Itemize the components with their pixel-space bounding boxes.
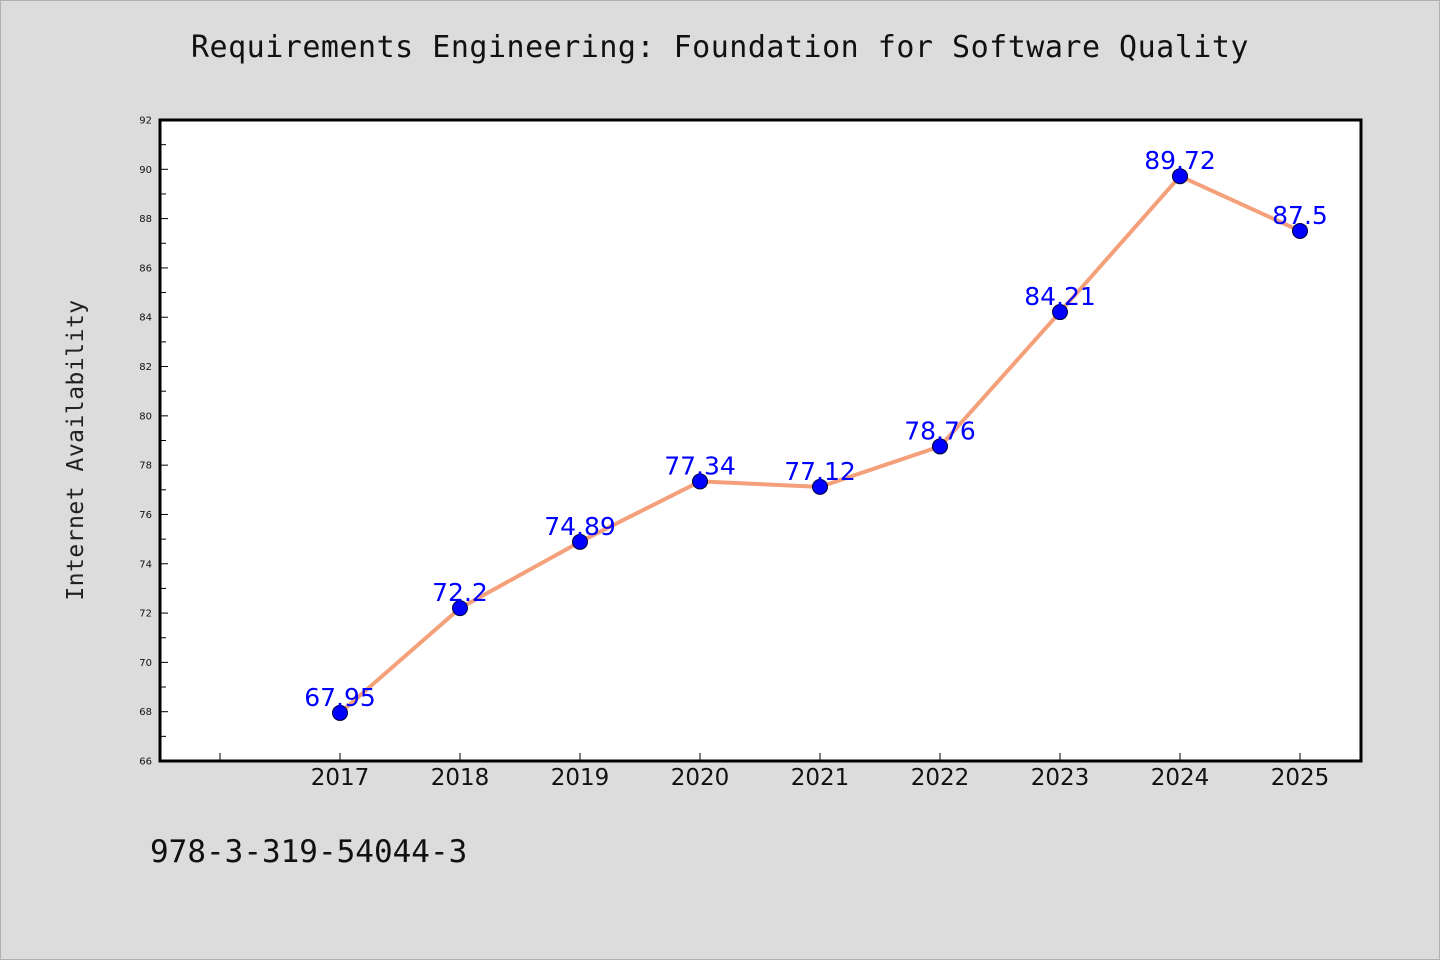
- x-tick-label: 2022: [911, 765, 970, 791]
- data-label: 87.5: [1272, 201, 1328, 230]
- y-tick-label: 82: [139, 362, 152, 373]
- data-point: [1172, 168, 1188, 185]
- x-tick-label: 2018: [431, 765, 490, 791]
- data-label: 84.21: [1024, 282, 1096, 311]
- y-tick-label: 74: [139, 559, 152, 570]
- chart-title: Requirements Engineering: Foundation for…: [190, 30, 1249, 65]
- y-tick-label: 90: [139, 165, 152, 176]
- data-point: [332, 704, 348, 721]
- plot-border: [158, 118, 1363, 763]
- x-tick-label: 2023: [1031, 765, 1090, 791]
- data-labels: 67.95 72.2 74.89 77.34 77.12 78.76 84.21 89.72 8…: [304, 146, 1328, 712]
- y-tick-label: 92: [139, 116, 152, 127]
- data-point: [932, 438, 948, 455]
- y-tick-label: 84: [139, 313, 152, 324]
- data-point: [1052, 304, 1068, 321]
- data-point: [1292, 222, 1308, 239]
- plot-area: [160, 120, 1361, 761]
- data-point: [812, 478, 828, 495]
- x-tick-label: 2025: [1271, 765, 1330, 791]
- data-point: [692, 473, 708, 490]
- y-tick-label: 68: [139, 707, 152, 718]
- data-label: 78.76: [904, 416, 976, 445]
- y-tick-label: 72: [139, 609, 152, 620]
- data-label: 74.89: [544, 512, 616, 541]
- y-tick-label: 80: [139, 411, 152, 422]
- data-point: [452, 600, 468, 617]
- x-tick-label: 2019: [551, 765, 610, 791]
- y-tick-label: 88: [139, 214, 152, 225]
- y-tick-label: 86: [139, 263, 152, 274]
- data-label: 77.34: [664, 451, 736, 480]
- x-axis: 2017 2018 2019 2020 2021 2022 2023 2024 2025: [219, 753, 1330, 791]
- y-tick-label: 66: [139, 757, 152, 768]
- footer-code: 978-3-319-54044-3: [150, 834, 468, 870]
- y-tick-label: 76: [139, 510, 152, 521]
- data-markers: [332, 168, 1308, 721]
- data-label: 77.12: [784, 457, 856, 486]
- x-tick-label: 2021: [791, 765, 850, 791]
- y-tick-label: 70: [139, 658, 152, 669]
- data-point: [572, 533, 588, 550]
- data-label: 72.2: [432, 578, 488, 607]
- x-tick-label: 2020: [671, 765, 730, 791]
- data-label: 89.72: [1144, 146, 1216, 175]
- x-tick-label: 2024: [1151, 765, 1210, 791]
- data-label: 67.95: [304, 683, 376, 712]
- y-tick-label: 78: [139, 461, 152, 472]
- x-tick-label: 2017: [311, 765, 370, 791]
